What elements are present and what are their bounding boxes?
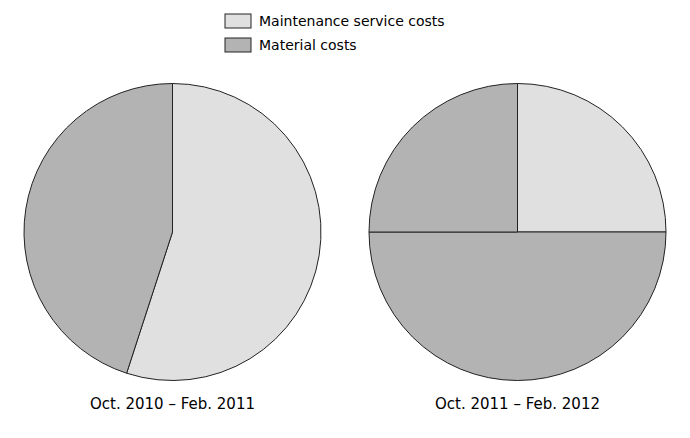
pie-slice [369, 84, 518, 233]
pie-slice [518, 84, 667, 233]
legend-label: Material costs [259, 37, 357, 53]
legend-label: Maintenance service costs [259, 13, 445, 29]
chart-svg: Maintenance service costs Material costs O… [0, 0, 690, 438]
pie-slice [24, 83, 173, 373]
legend-swatch [225, 38, 251, 52]
legend: Maintenance service costs Material costs [225, 13, 445, 53]
pie-label: Oct. 2011 – Feb. 2012 [435, 395, 600, 413]
pie [24, 83, 321, 380]
pie-slice [369, 232, 666, 381]
legend-swatch [225, 14, 251, 28]
chart-container: Maintenance service costs Material costs O… [0, 0, 690, 438]
pie [369, 84, 666, 381]
pie-label: Oct. 2010 – Feb. 2011 [90, 395, 255, 413]
